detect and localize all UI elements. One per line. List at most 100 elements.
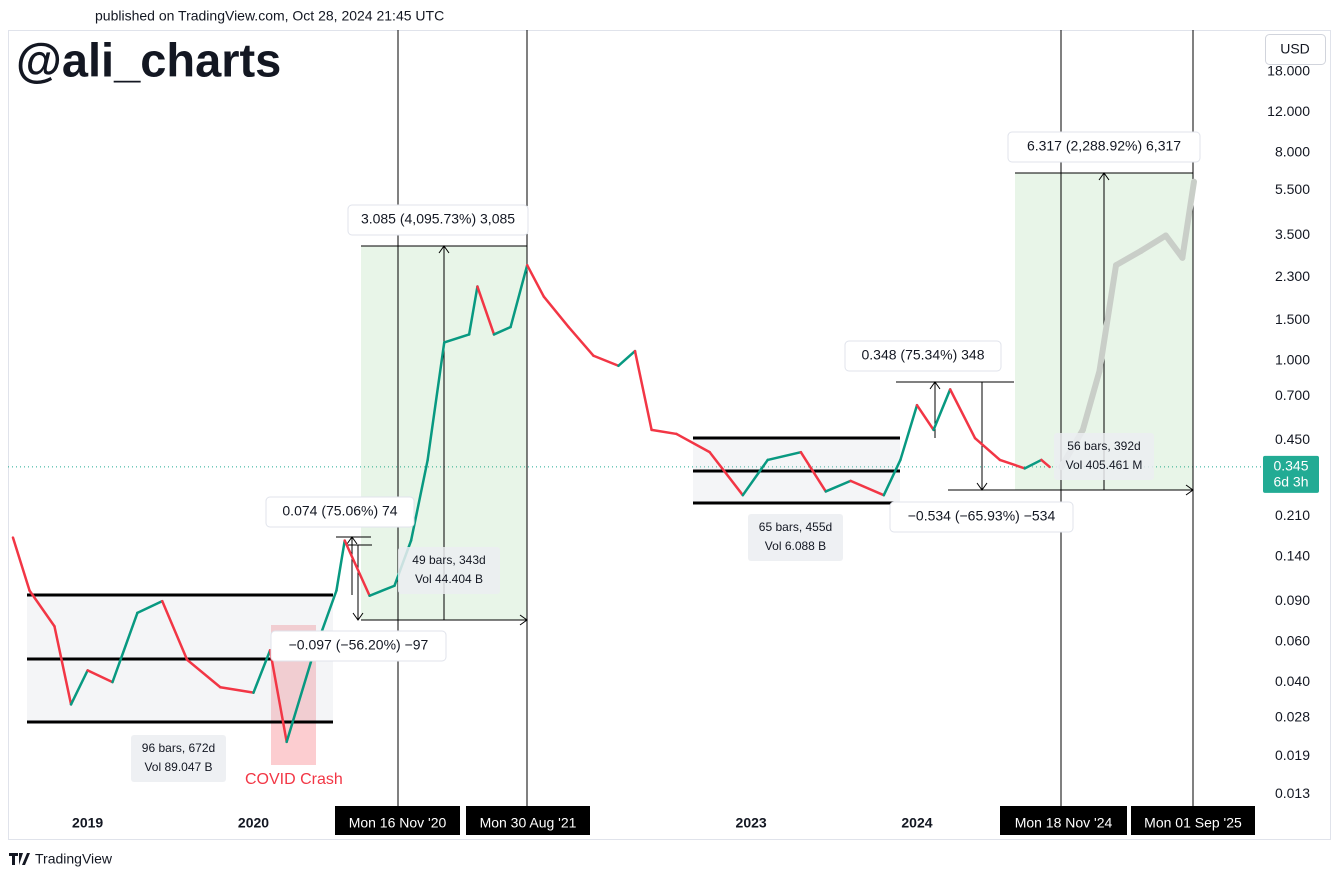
price-segment (998, 458, 1027, 470)
range-stat-box (748, 514, 843, 561)
measure-label: 6.317 (2,288.92%) 6,317 (1027, 138, 1181, 154)
price-segment (824, 479, 852, 493)
measure-box (1007, 131, 1201, 163)
price-segment (368, 584, 396, 597)
y-tick-label: 0.700 (1275, 387, 1310, 403)
price-segment (932, 388, 952, 432)
date-marker: Mon 30 Aug '21 (480, 815, 577, 831)
range-stat: 65 bars, 455d (759, 520, 832, 534)
range-stat-box (398, 547, 500, 594)
price-segment (343, 539, 371, 597)
measure-box (347, 204, 529, 236)
measure-label: −0.534 (−65.93%) −534 (908, 508, 1056, 524)
price-segment (948, 388, 977, 440)
y-tick-label: 0.028 (1275, 708, 1310, 724)
watermark: @ali_charts (16, 33, 281, 86)
y-tick-label: 3.500 (1275, 226, 1310, 242)
y-tick-label: 12.000 (1267, 103, 1310, 119)
price-segment (1079, 368, 1103, 433)
measure-box (270, 630, 447, 662)
price-segment (592, 354, 620, 368)
price-segment (161, 599, 189, 662)
date-marker-box (1131, 806, 1255, 835)
price-segment (1113, 247, 1144, 269)
price-segment (799, 450, 828, 493)
price-segment (86, 669, 114, 684)
price-segment (1023, 458, 1043, 470)
price-segment (268, 649, 288, 744)
y-tick-label: 0.140 (1275, 548, 1310, 564)
price-segment (766, 450, 803, 462)
price-segment (973, 436, 1002, 462)
date-marker-box (1000, 806, 1127, 835)
footer: TradingView (35, 851, 113, 867)
price-segment (185, 658, 222, 689)
price-segment (53, 624, 73, 706)
measure-box (844, 340, 1002, 372)
date-marker: Mon 01 Sep '25 (1144, 815, 1242, 831)
y-tick-label: 0.040 (1275, 673, 1310, 689)
price-segment (219, 686, 255, 694)
chart-frame (8, 30, 1331, 840)
currency[interactable]: USD (1280, 41, 1310, 57)
price-segment (899, 403, 919, 462)
y-tick-label: 5.500 (1275, 181, 1310, 197)
price-segment (1162, 232, 1186, 261)
price-segment (467, 285, 479, 336)
x-tick-label: 2020 (238, 815, 269, 831)
y-tick-label: 18.000 (1267, 63, 1310, 79)
price-segment (442, 333, 471, 344)
range-stat: 96 bars, 672d (142, 741, 215, 755)
price-segment (492, 325, 512, 336)
y-tick-label: 0.210 (1275, 507, 1310, 523)
publish-header: published on TradingView.com, Oct 28, 20… (95, 8, 444, 24)
date-marker-box (335, 806, 460, 835)
price-segment (1040, 458, 1051, 469)
price-segment (335, 539, 346, 592)
price-segment (1137, 232, 1169, 254)
price-segment (69, 669, 89, 706)
price-segment (1096, 262, 1120, 375)
y-tick-label: 0.013 (1275, 785, 1310, 801)
price-segment (675, 432, 711, 454)
price-segment (1179, 178, 1197, 261)
price-segment (567, 325, 595, 358)
price-segment (617, 349, 637, 368)
countdown: 6d 3h (1273, 474, 1308, 490)
y-tick-label: 0.090 (1275, 592, 1310, 608)
range-stat-box (1054, 433, 1154, 480)
range-stat: Vol 89.047 B (144, 760, 212, 774)
y-tick-label: 2.300 (1275, 268, 1310, 284)
tv-logo (9, 853, 30, 865)
price-segment (708, 450, 745, 497)
price-segment (915, 403, 935, 432)
price-segment (285, 658, 313, 744)
covid-label: COVID Crash (245, 771, 343, 788)
range-stat: 49 bars, 343d (412, 553, 485, 567)
range-stat: Vol 44.404 B (415, 572, 483, 586)
range-stat: Vol 6.088 B (765, 539, 826, 553)
date-marker: Mon 18 Nov '24 (1015, 815, 1113, 831)
price-segment (426, 341, 446, 462)
measure-label: 3.085 (4,095.73%) 3,085 (361, 211, 515, 227)
measure-box (889, 501, 1074, 533)
last-price-box (1263, 455, 1319, 493)
date-marker-box (466, 806, 590, 835)
price-segment (882, 458, 902, 497)
price-segment (28, 589, 56, 628)
range-stat-box (131, 735, 226, 782)
price-segment (409, 458, 429, 542)
y-tick-label: 0.019 (1275, 747, 1310, 763)
price-segment (849, 479, 886, 497)
price-segment (111, 611, 139, 684)
x-tick-label: 2019 (72, 815, 103, 831)
price-segment (525, 263, 546, 298)
price-segment (633, 349, 653, 432)
range-stat: 56 bars, 392d (1067, 439, 1140, 453)
price-segment (741, 458, 769, 497)
currency-button[interactable] (1265, 34, 1326, 65)
measure-label: 0.348 (75.34%) 348 (862, 347, 985, 363)
date-marker: Mon 16 Nov '20 (349, 815, 447, 831)
x-tick-label: 2024 (901, 815, 932, 831)
